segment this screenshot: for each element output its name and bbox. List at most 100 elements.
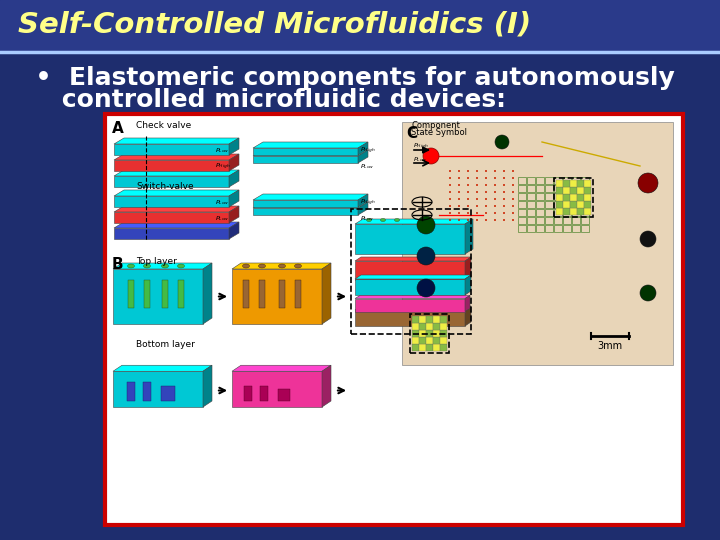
- Ellipse shape: [467, 212, 469, 214]
- Ellipse shape: [458, 205, 460, 207]
- Ellipse shape: [467, 177, 469, 179]
- Ellipse shape: [485, 205, 487, 207]
- Ellipse shape: [279, 264, 286, 268]
- Ellipse shape: [449, 177, 451, 179]
- Bar: [563, 208, 570, 215]
- Bar: [412, 323, 419, 330]
- Polygon shape: [355, 279, 465, 295]
- Text: $P_{Low}$: $P_{Low}$: [360, 214, 374, 223]
- Ellipse shape: [485, 212, 487, 214]
- Bar: [518, 217, 526, 224]
- Ellipse shape: [503, 184, 505, 186]
- Bar: [527, 201, 535, 208]
- Bar: [279, 280, 285, 307]
- Polygon shape: [232, 365, 331, 372]
- Bar: [545, 209, 553, 216]
- Polygon shape: [253, 194, 368, 200]
- Polygon shape: [355, 224, 465, 254]
- Polygon shape: [113, 263, 212, 269]
- Bar: [433, 330, 440, 337]
- Ellipse shape: [485, 198, 487, 200]
- Ellipse shape: [417, 247, 435, 265]
- Bar: [581, 185, 589, 192]
- Bar: [433, 344, 440, 351]
- Ellipse shape: [494, 184, 496, 186]
- Ellipse shape: [476, 184, 478, 186]
- Polygon shape: [253, 208, 358, 215]
- Ellipse shape: [503, 205, 505, 207]
- Bar: [440, 344, 447, 351]
- Bar: [570, 187, 577, 194]
- Bar: [536, 193, 544, 200]
- Polygon shape: [113, 365, 212, 372]
- Bar: [527, 177, 535, 184]
- Polygon shape: [253, 148, 358, 155]
- Ellipse shape: [640, 285, 656, 301]
- Ellipse shape: [485, 191, 487, 193]
- Bar: [426, 330, 433, 337]
- Bar: [563, 180, 570, 187]
- Bar: [572, 185, 580, 192]
- Bar: [581, 193, 589, 200]
- Bar: [536, 225, 544, 232]
- Ellipse shape: [494, 205, 496, 207]
- Polygon shape: [253, 142, 368, 148]
- Bar: [570, 180, 577, 187]
- Polygon shape: [114, 138, 239, 144]
- Bar: [278, 389, 290, 401]
- Ellipse shape: [467, 170, 469, 172]
- Polygon shape: [355, 261, 465, 280]
- Bar: [162, 280, 168, 307]
- Ellipse shape: [258, 264, 266, 268]
- Bar: [243, 280, 249, 307]
- Bar: [554, 193, 562, 200]
- Polygon shape: [253, 156, 358, 163]
- Bar: [426, 316, 433, 323]
- Ellipse shape: [494, 212, 496, 214]
- Ellipse shape: [467, 198, 469, 200]
- Bar: [572, 209, 580, 216]
- Bar: [563, 194, 570, 201]
- Polygon shape: [229, 222, 239, 239]
- Text: Self-Controlled Microfluidics (I): Self-Controlled Microfluidics (I): [18, 11, 531, 39]
- Text: $P_{High}$: $P_{High}$: [215, 161, 230, 172]
- Bar: [419, 337, 426, 344]
- Polygon shape: [114, 196, 229, 207]
- Polygon shape: [358, 150, 368, 163]
- Polygon shape: [113, 372, 203, 407]
- Bar: [545, 185, 553, 192]
- Ellipse shape: [494, 219, 496, 221]
- Ellipse shape: [494, 177, 496, 179]
- Ellipse shape: [449, 212, 451, 214]
- Bar: [577, 194, 584, 201]
- Bar: [426, 323, 433, 330]
- Ellipse shape: [485, 170, 487, 172]
- Bar: [412, 316, 419, 323]
- Polygon shape: [253, 202, 368, 208]
- Text: $P_{Low}$: $P_{Low}$: [215, 214, 230, 223]
- Bar: [563, 225, 571, 232]
- Bar: [584, 208, 591, 215]
- Ellipse shape: [449, 198, 451, 200]
- Polygon shape: [355, 306, 471, 310]
- Bar: [433, 316, 440, 323]
- Polygon shape: [322, 365, 331, 407]
- Ellipse shape: [449, 170, 451, 172]
- Ellipse shape: [178, 264, 184, 268]
- Ellipse shape: [512, 205, 514, 207]
- Polygon shape: [229, 138, 239, 155]
- Polygon shape: [114, 176, 229, 187]
- Polygon shape: [113, 269, 203, 324]
- Ellipse shape: [243, 264, 250, 268]
- Ellipse shape: [512, 212, 514, 214]
- Ellipse shape: [512, 177, 514, 179]
- Ellipse shape: [458, 219, 460, 221]
- Bar: [127, 382, 135, 401]
- Bar: [527, 217, 535, 224]
- Bar: [419, 323, 426, 330]
- Text: $P_{Low}$: $P_{Low}$: [215, 146, 230, 155]
- Text: B: B: [112, 257, 124, 272]
- Polygon shape: [355, 257, 471, 261]
- Polygon shape: [229, 206, 239, 223]
- Ellipse shape: [494, 198, 496, 200]
